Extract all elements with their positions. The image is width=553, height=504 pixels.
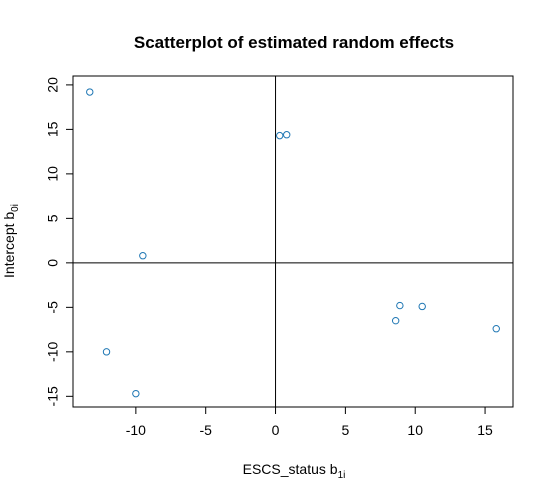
y-axis-label: Intercept b0i bbox=[1, 204, 21, 278]
data-points bbox=[87, 89, 500, 397]
y-tick-label: -5 bbox=[45, 301, 61, 314]
x-axis: -10 -5 0 5 10 15 bbox=[126, 407, 493, 438]
y-tick-label: -10 bbox=[45, 342, 61, 362]
data-point bbox=[103, 349, 109, 355]
data-point bbox=[284, 132, 290, 138]
data-point bbox=[87, 89, 93, 95]
x-tick-label: -5 bbox=[199, 422, 212, 438]
y-axis-label-main: Intercept b bbox=[1, 212, 17, 278]
x-tick-label: 10 bbox=[407, 422, 423, 438]
y-axis-label-subscript: 0i bbox=[10, 204, 21, 212]
data-point bbox=[493, 325, 499, 331]
x-tick-label: 0 bbox=[272, 422, 280, 438]
y-tick-label: 10 bbox=[45, 166, 61, 182]
x-axis-label-main: ESCS_status b bbox=[243, 461, 338, 477]
y-tick-label: 15 bbox=[45, 121, 61, 137]
y-axis: -15 -10 -5 0 5 10 15 20 bbox=[45, 77, 73, 407]
plot-frame bbox=[73, 76, 513, 407]
y-tick-label: 20 bbox=[45, 77, 61, 93]
data-point bbox=[140, 253, 146, 259]
x-axis-label-subscript: 1i bbox=[338, 470, 346, 481]
data-point bbox=[419, 303, 425, 309]
data-point bbox=[133, 390, 139, 396]
data-point bbox=[277, 132, 283, 138]
x-axis-label: ESCS_status b1i bbox=[243, 461, 346, 481]
y-tick-label: -15 bbox=[45, 386, 61, 406]
y-tick-label: 5 bbox=[45, 214, 61, 222]
chart-title: Scatterplot of estimated random effects bbox=[134, 33, 454, 52]
data-point bbox=[392, 317, 398, 323]
x-tick-label: 5 bbox=[341, 422, 349, 438]
data-point bbox=[397, 302, 403, 308]
reference-lines bbox=[73, 76, 513, 407]
y-tick-label: 0 bbox=[45, 259, 61, 267]
x-tick-label: 15 bbox=[477, 422, 493, 438]
x-tick-label: -10 bbox=[126, 422, 146, 438]
